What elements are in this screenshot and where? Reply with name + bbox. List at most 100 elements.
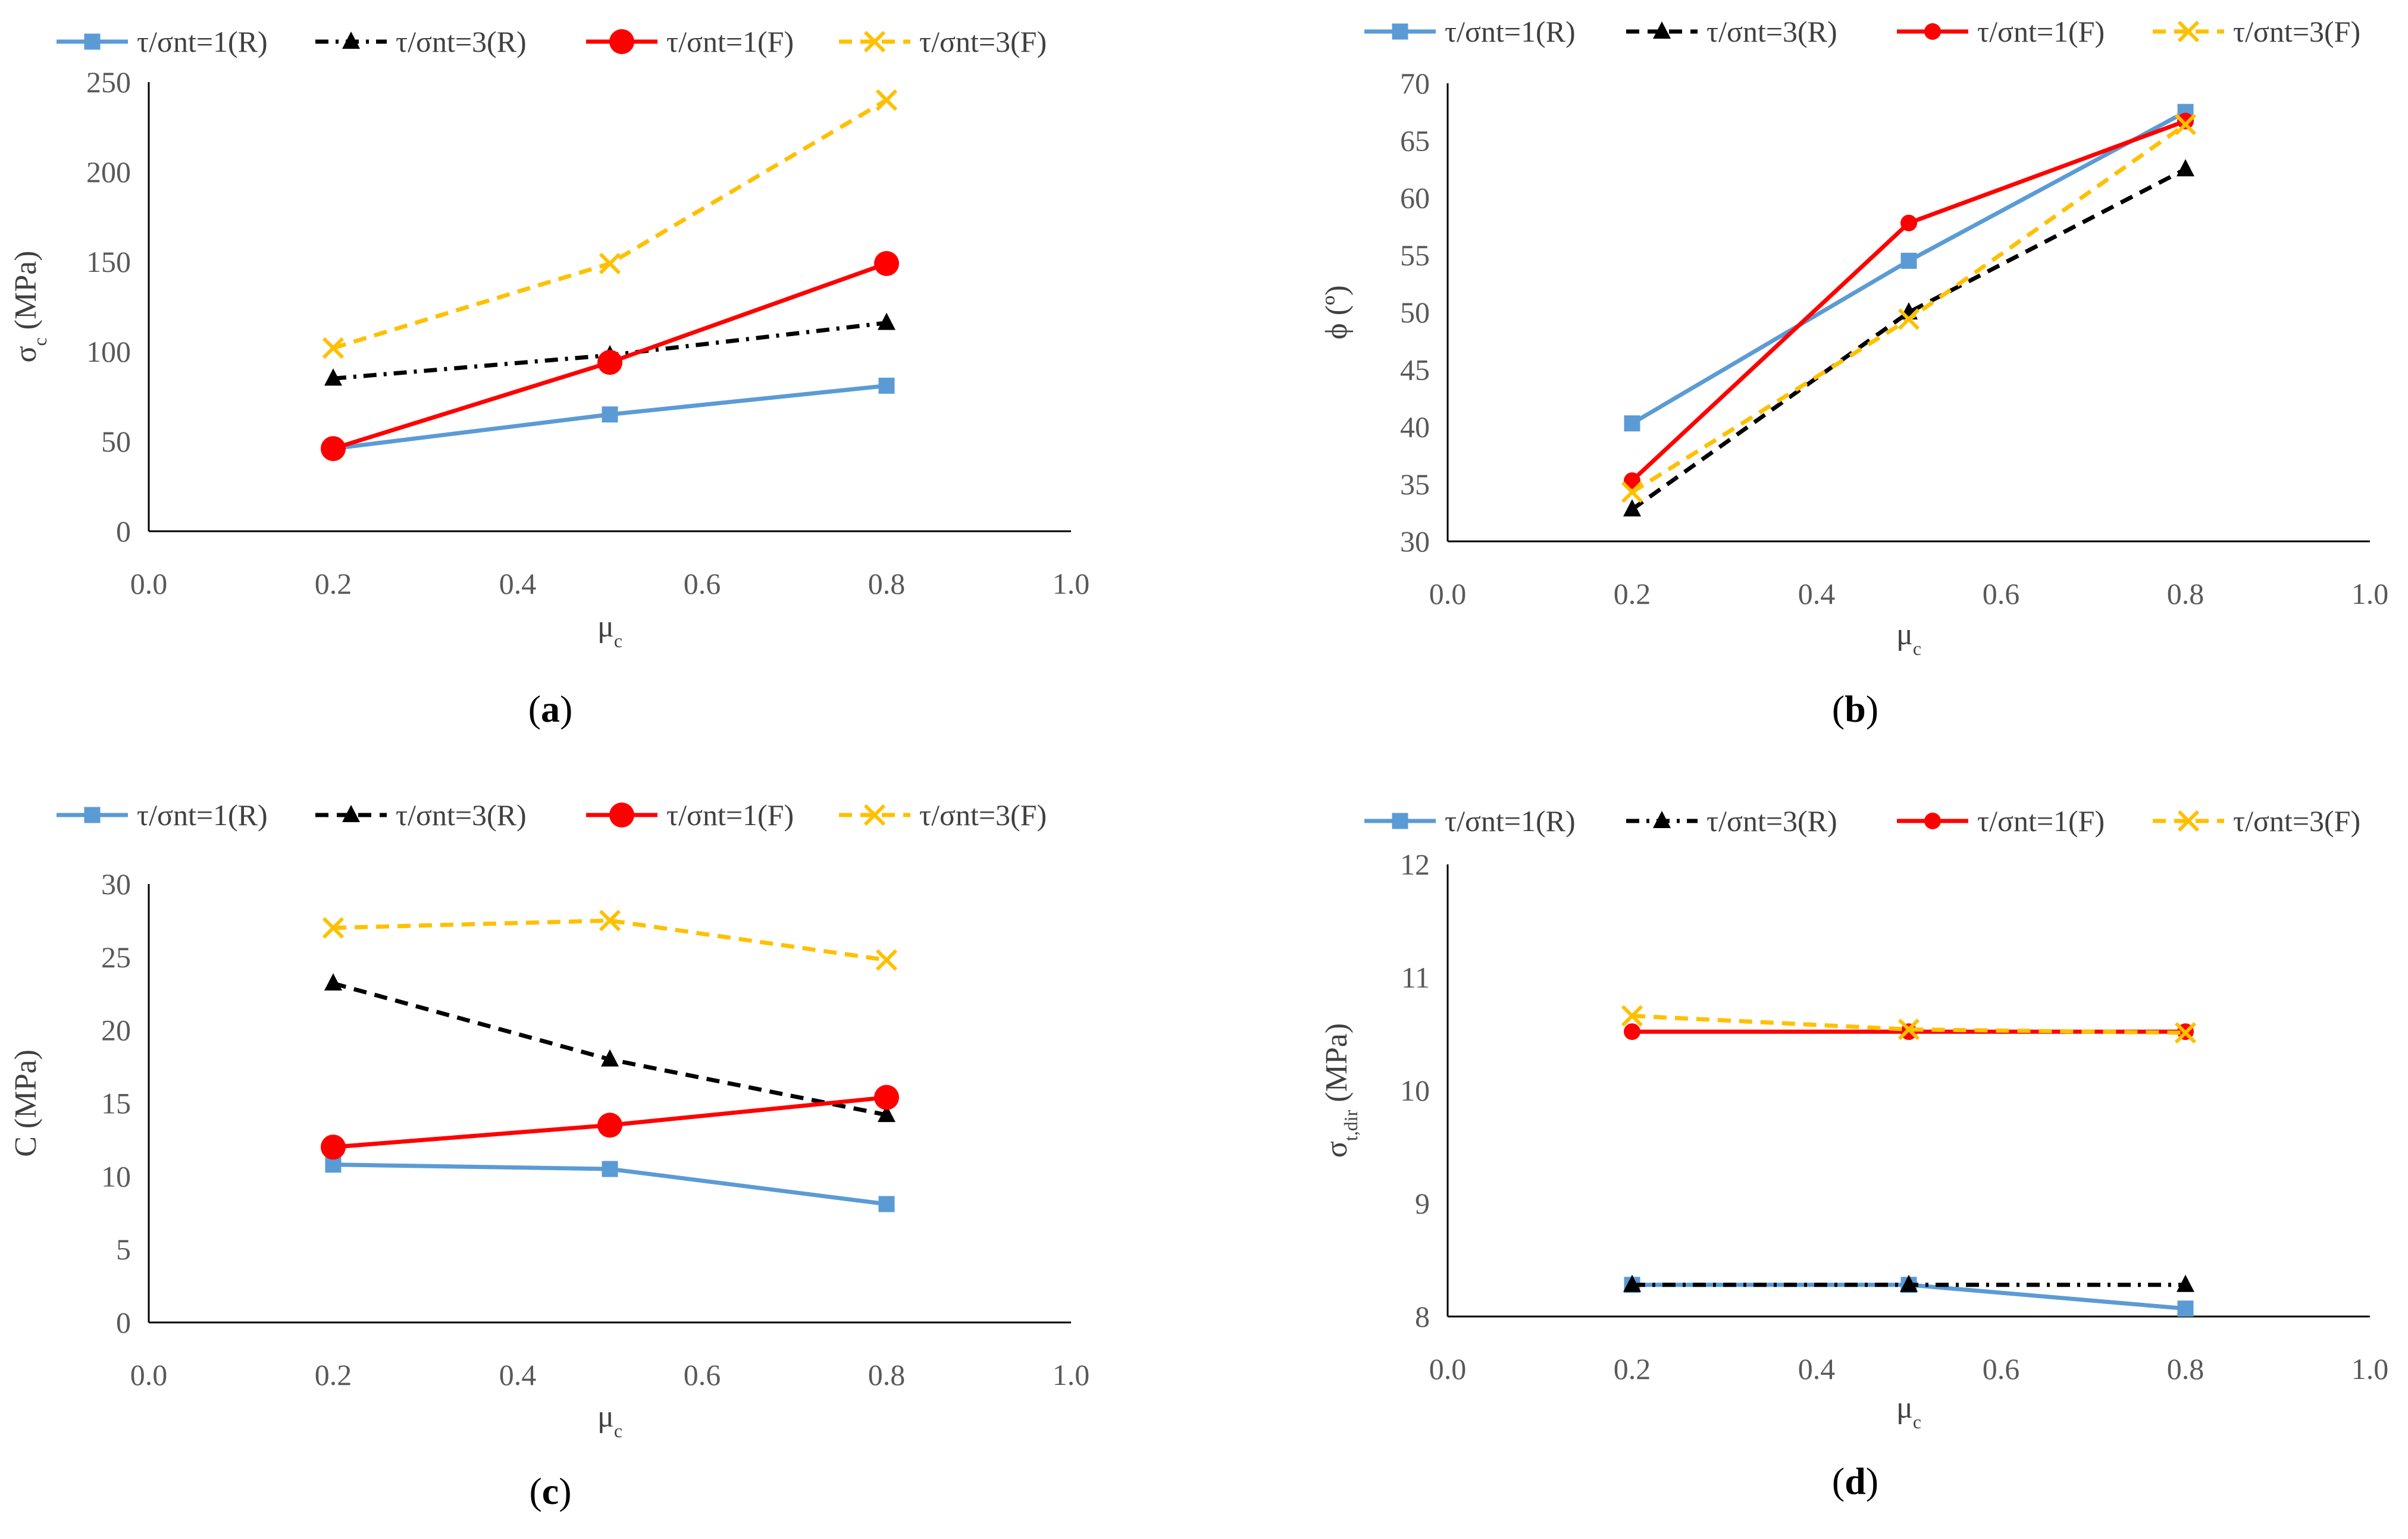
legend-entry: τ/σnt=1(F)	[586, 25, 794, 58]
legend-marker-stroke-2	[863, 30, 886, 53]
y-axis-title-subscript: c	[29, 337, 51, 346]
data-point	[2174, 1021, 2197, 1044]
legend-label: τ/σnt=1(F)	[1977, 804, 2105, 838]
chart-panel-c: 0.0 0.2 0.4 0.6 0.8 1.0 0 5 10 15 20 25 30 μc C (MPa) τ…	[0, 769, 1204, 1539]
chart-d: 0.0 0.2 0.4 0.6 0.8 1.0 8 9 10 11 12 μc σt,dir (MPa)…	[1320, 804, 2388, 1502]
series-4	[322, 910, 898, 971]
legend-label: τ/σnt=1(R)	[1445, 15, 1576, 48]
chart-panel-d: 0.0 0.2 0.4 0.6 0.8 1.0 8 9 10 11 12 μc σt,dir (MPa)…	[1204, 769, 2408, 1539]
legend-marker	[84, 33, 101, 50]
y-tick-label: 200	[86, 155, 131, 189]
series-4	[1621, 1005, 2197, 1044]
caption-letter: c	[542, 1470, 559, 1512]
legend-entry: τ/σnt=1(F)	[1897, 804, 2105, 838]
y-tick-label: 50	[101, 425, 131, 458]
caption-close: )	[560, 688, 572, 730]
data-point	[602, 406, 618, 423]
caption-close: )	[1866, 1460, 1878, 1502]
series-3	[321, 251, 899, 462]
x-tick-label: 0.4	[1798, 577, 1836, 610]
x-tick-label: 0.2	[1614, 1352, 1651, 1386]
data-point-stroke-2	[322, 917, 345, 939]
x-axis-title: μc	[1896, 1391, 1921, 1433]
data-point	[1623, 1274, 1641, 1292]
legend-label: τ/σnt=1(F)	[1977, 15, 2105, 48]
legend-marker	[2177, 20, 2200, 43]
data-point	[874, 251, 899, 277]
legend-label: τ/σnt=1(F)	[666, 798, 794, 832]
data-point	[878, 377, 895, 394]
data-point	[1624, 472, 1640, 489]
caption-letter: d	[1845, 1460, 1866, 1502]
data-point	[601, 1049, 619, 1067]
legend-entry: τ/σnt=1(R)	[57, 798, 268, 832]
y-tick-label: 65	[1400, 124, 1430, 157]
legend-marker	[863, 804, 886, 826]
series-4	[322, 89, 898, 359]
caption-open: (	[529, 1470, 541, 1512]
y-tick-label: 50	[1400, 296, 1430, 329]
legend-marker	[1392, 813, 1408, 829]
y-axis-title-base: σ	[9, 346, 43, 363]
y-tick-label: 10	[1400, 1074, 1430, 1107]
x-tick-label: 0.4	[1798, 1352, 1836, 1386]
x-tick-label: 0.8	[2167, 577, 2205, 610]
y-tick-label: 10	[101, 1159, 131, 1193]
data-point	[878, 1105, 895, 1123]
legend-label: τ/σnt=3(F)	[2233, 15, 2360, 48]
y-tick-label: 70	[1400, 67, 1430, 100]
data-point	[2177, 159, 2194, 177]
y-axis-title-suffix: (MPa)	[9, 250, 43, 337]
series-line	[1630, 119, 2187, 482]
legend-label: τ/σnt=3(F)	[919, 798, 1047, 832]
legend-marker	[1653, 21, 1671, 39]
data-point	[602, 1161, 618, 1177]
data-point	[324, 368, 342, 386]
y-axis-title-base: ϕ	[1320, 323, 1354, 339]
data-point	[2174, 114, 2197, 136]
x-tick-label: 1.0	[1053, 567, 1090, 600]
data-point-stroke-2	[2174, 114, 2197, 136]
legend-entry: τ/σnt=3(F)	[2153, 804, 2360, 838]
x-tick-label: 0.8	[2167, 1352, 2205, 1386]
legend-marker	[609, 803, 634, 828]
y-tick-label: 25	[101, 941, 131, 974]
legend-label: τ/σnt=3(R)	[396, 25, 527, 58]
x-axis-title-subscript: c	[1913, 638, 1921, 659]
legend-label: τ/σnt=3(R)	[1706, 15, 1837, 48]
series-2	[324, 973, 895, 1123]
legend-marker	[1392, 23, 1408, 40]
legend-label: τ/σnt=1(R)	[137, 25, 268, 58]
series-3	[321, 1084, 899, 1160]
data-point-stroke-2	[875, 89, 898, 111]
x-axis-title-base: μ	[1896, 1391, 1913, 1425]
legend-marker	[1924, 813, 1941, 829]
legend-entry: τ/σnt=1(R)	[57, 25, 268, 58]
series-2	[1623, 1274, 2194, 1292]
series-4	[1621, 114, 2197, 503]
x-tick-label: 0.6	[1983, 577, 2020, 610]
x-tick-label: 0.2	[315, 567, 352, 600]
x-tick-label: 0.2	[1614, 577, 1651, 610]
series-1	[1624, 104, 2194, 432]
x-axis-title-base: μ	[597, 610, 614, 644]
y-tick-label: 150	[86, 245, 131, 278]
series-1	[325, 377, 895, 457]
legend-label: τ/σnt=1(F)	[666, 25, 794, 58]
chart-b: 0.0 0.2 0.4 0.6 0.8 1.0 30 35 40 45 50 55 60 65 70 μc ϕ …	[1320, 15, 2388, 730]
y-tick-label: 0	[116, 1306, 131, 1339]
x-axis-title-subscript: c	[1913, 1411, 1921, 1433]
legend-label: τ/σnt=3(F)	[2233, 804, 2360, 838]
y-axis-title-base: σ	[1320, 1141, 1354, 1158]
x-tick-label: 0.0	[1429, 577, 1467, 610]
data-point	[1900, 252, 1917, 269]
data-point-stroke-2	[599, 910, 621, 932]
x-tick-label: 0.6	[684, 567, 721, 600]
panel-caption: (b)	[1832, 688, 1878, 730]
data-point	[599, 910, 621, 932]
x-axis-title: μc	[597, 1400, 622, 1441]
data-point	[1897, 1018, 1920, 1040]
chart-panel-b: 0.0 0.2 0.4 0.6 0.8 1.0 30 35 40 45 50 55 60 65 70 μc ϕ …	[1204, 0, 2408, 769]
y-tick-label: 15	[101, 1087, 131, 1120]
